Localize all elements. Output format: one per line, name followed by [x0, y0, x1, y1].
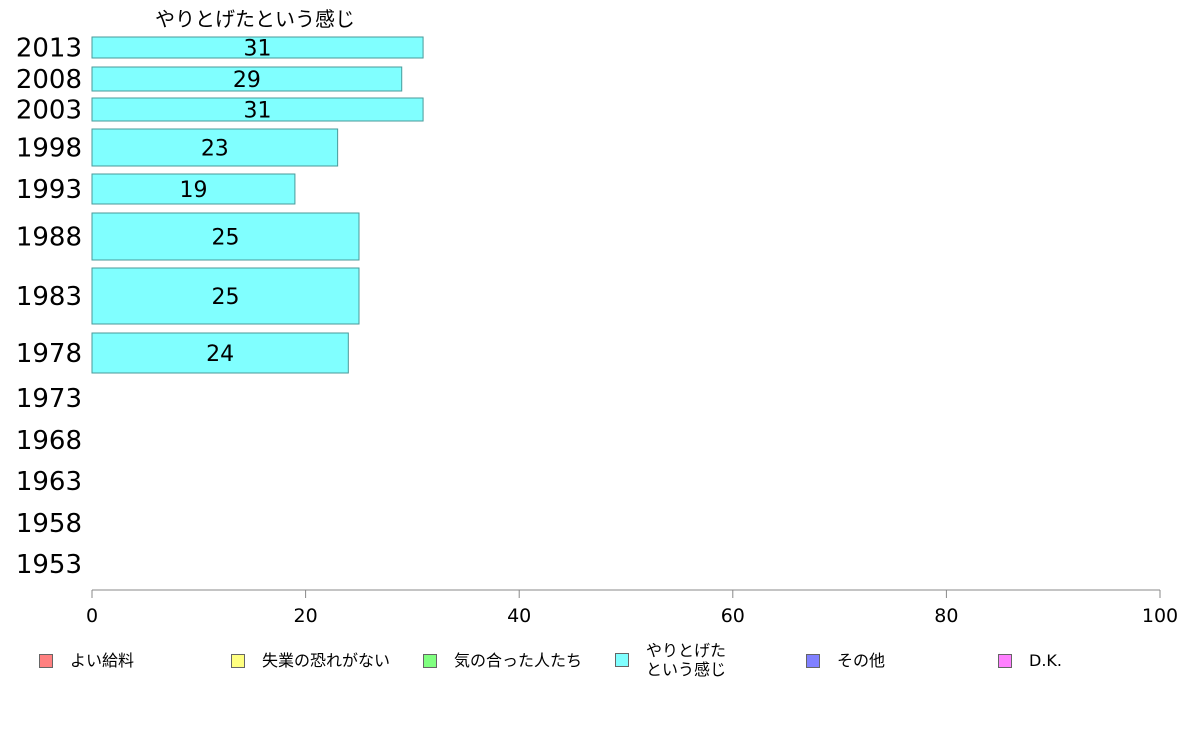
y-tick-label: 2003 — [16, 96, 82, 126]
y-tick-label: 1993 — [16, 175, 82, 205]
bar — [91, 267, 360, 325]
legend-item: 失業の恐れがない — [231, 651, 390, 670]
bar — [91, 128, 339, 167]
legend-item: よい給料 — [39, 651, 134, 670]
legend-swatch — [231, 653, 245, 668]
bar — [91, 173, 296, 205]
data-label: 31 — [244, 99, 272, 124]
y-tick-label: 1968 — [16, 426, 82, 456]
legend-swatch — [423, 653, 437, 668]
legend-label: 気の合った人たち — [454, 651, 583, 670]
bar — [91, 212, 360, 261]
y-tick-label: 2013 — [16, 34, 82, 64]
bars-group — [91, 36, 424, 374]
x-tick-label: 20 — [294, 605, 318, 627]
legend-swatch — [806, 653, 820, 668]
legend-label: やりとげた という感じ — [646, 641, 727, 679]
y-tick-label: 1958 — [16, 509, 82, 539]
y-tick-label: 1988 — [16, 223, 82, 253]
legend-swatch — [39, 653, 53, 668]
legend-label: D.K. — [1029, 651, 1062, 670]
bar — [91, 97, 424, 122]
legend-label: 失業の恐れがない — [262, 651, 391, 670]
bar — [91, 66, 403, 92]
legend-swatch — [615, 653, 629, 667]
x-tick-label: 60 — [721, 605, 745, 627]
data-label: 29 — [233, 68, 261, 93]
bar — [91, 332, 349, 374]
data-label: 24 — [206, 342, 234, 367]
legend-item: D.K. — [998, 651, 1062, 670]
legend-item: その他 — [806, 651, 885, 670]
x-tick-label: 80 — [934, 605, 958, 627]
x-axis: 0 20 40 60 80 100 — [86, 589, 1178, 627]
x-tick-label: 0 — [86, 605, 98, 627]
y-tick-label: 2008 — [16, 65, 82, 95]
y-tick-label: 1963 — [16, 467, 82, 497]
legend-label: よい給料 — [70, 651, 135, 670]
bar — [91, 36, 424, 59]
data-label: 25 — [212, 226, 240, 251]
data-label: 31 — [244, 37, 272, 62]
legend-label: その他 — [837, 651, 886, 670]
x-tick-label: 100 — [1142, 605, 1178, 627]
y-tick-label: 1998 — [16, 134, 82, 164]
data-label: 23 — [201, 137, 229, 162]
y-tick-label: 1973 — [16, 384, 82, 414]
chart-title: やりとげたという感じ — [155, 7, 355, 31]
y-tick-label: 1983 — [16, 282, 82, 312]
data-label: 25 — [212, 285, 240, 310]
x-tick-label: 40 — [507, 605, 531, 627]
legend-item: やりとげた という感じ — [615, 641, 726, 679]
legend-swatch — [998, 653, 1012, 668]
data-label: 19 — [179, 178, 207, 203]
legend-item: 気の合った人たち — [423, 651, 582, 670]
y-tick-label: 1978 — [16, 339, 82, 369]
y-tick-label: 1953 — [16, 550, 82, 580]
legend: よい給料 失業の恐れがない 気の合った人たち やりとげた という感じ その他 D.K. — [0, 640, 1188, 690]
